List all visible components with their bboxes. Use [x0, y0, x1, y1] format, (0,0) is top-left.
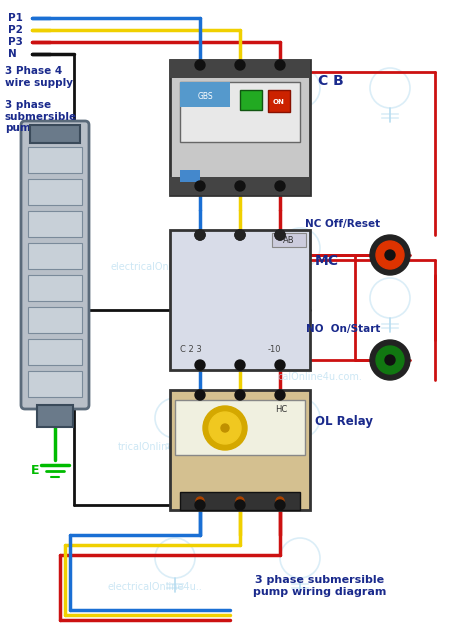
Bar [28, 147, 82, 173]
Text: N: N [8, 49, 17, 59]
Text: calOnline4u.com.: calOnline4u.com. [277, 372, 362, 382]
Bar [28, 307, 82, 333]
Circle shape [274, 500, 285, 510]
Text: P2: P2 [8, 25, 23, 35]
Circle shape [274, 360, 285, 370]
Text: NC Off/Reset: NC Off/Reset [304, 219, 379, 229]
Circle shape [235, 181, 245, 191]
Text: P3: P3 [8, 37, 23, 47]
Circle shape [274, 390, 285, 400]
Text: C B: C B [317, 74, 343, 88]
Bar [28, 371, 82, 397]
Text: electricalOnline4u: electricalOnline4u [110, 262, 199, 272]
Text: NO  On/Start: NO On/Start [305, 324, 379, 334]
Text: 3 Phase 4
wire supply: 3 Phase 4 wire supply [5, 66, 73, 88]
Circle shape [202, 406, 246, 450]
Circle shape [375, 346, 403, 374]
Bar [28, 243, 82, 269]
Circle shape [274, 181, 285, 191]
Circle shape [274, 230, 285, 240]
Bar [179, 170, 200, 182]
Bar [179, 82, 299, 142]
Circle shape [384, 355, 394, 365]
Bar [271, 233, 305, 247]
Bar [240, 90, 262, 110]
Circle shape [235, 230, 245, 240]
Circle shape [195, 230, 205, 240]
Circle shape [369, 340, 409, 380]
Bar [37, 405, 73, 427]
Text: P1: P1 [8, 13, 23, 23]
Circle shape [235, 390, 245, 400]
Text: ON: ON [273, 99, 284, 105]
Bar [170, 60, 309, 195]
Bar [179, 82, 230, 107]
Circle shape [235, 360, 245, 370]
Text: 3 phase
submersible
pump: 3 phase submersible pump [5, 100, 77, 133]
Circle shape [196, 497, 203, 505]
Text: HC: HC [274, 405, 286, 414]
Circle shape [235, 60, 245, 70]
Text: AB: AB [283, 236, 294, 244]
Circle shape [384, 250, 394, 260]
Text: OL Relay: OL Relay [314, 415, 372, 428]
Circle shape [195, 181, 205, 191]
Bar [28, 179, 82, 205]
Text: 3 phase submersible
pump wiring diagram: 3 phase submersible pump wiring diagram [253, 575, 386, 596]
Text: C 2 3: C 2 3 [179, 345, 202, 354]
Bar [179, 492, 299, 510]
Text: GBS: GBS [197, 92, 213, 100]
Circle shape [195, 230, 205, 240]
Bar [28, 211, 82, 237]
Text: tricalOnline4u..: tricalOnline4u.. [118, 442, 192, 452]
Circle shape [235, 230, 245, 240]
Circle shape [375, 241, 403, 269]
Bar [170, 390, 309, 510]
Circle shape [274, 60, 285, 70]
Circle shape [235, 497, 243, 505]
Circle shape [195, 390, 205, 400]
Circle shape [275, 497, 283, 505]
Circle shape [195, 500, 205, 510]
Text: electricalOnline4u..: electricalOnline4u.. [107, 582, 202, 592]
Text: E: E [31, 463, 39, 477]
Bar [170, 60, 309, 78]
Circle shape [220, 424, 229, 432]
Circle shape [195, 60, 205, 70]
Circle shape [274, 230, 285, 240]
Text: MC: MC [314, 254, 338, 268]
Circle shape [369, 235, 409, 275]
Bar [28, 339, 82, 365]
Circle shape [235, 500, 245, 510]
Bar [170, 230, 309, 370]
Circle shape [208, 412, 241, 444]
FancyBboxPatch shape [21, 121, 89, 409]
Circle shape [195, 360, 205, 370]
Bar [30, 125, 80, 143]
Bar [170, 177, 309, 195]
Bar [174, 400, 304, 455]
Bar [268, 90, 289, 112]
Bar [28, 275, 82, 301]
Text: -10: -10 [268, 345, 281, 354]
